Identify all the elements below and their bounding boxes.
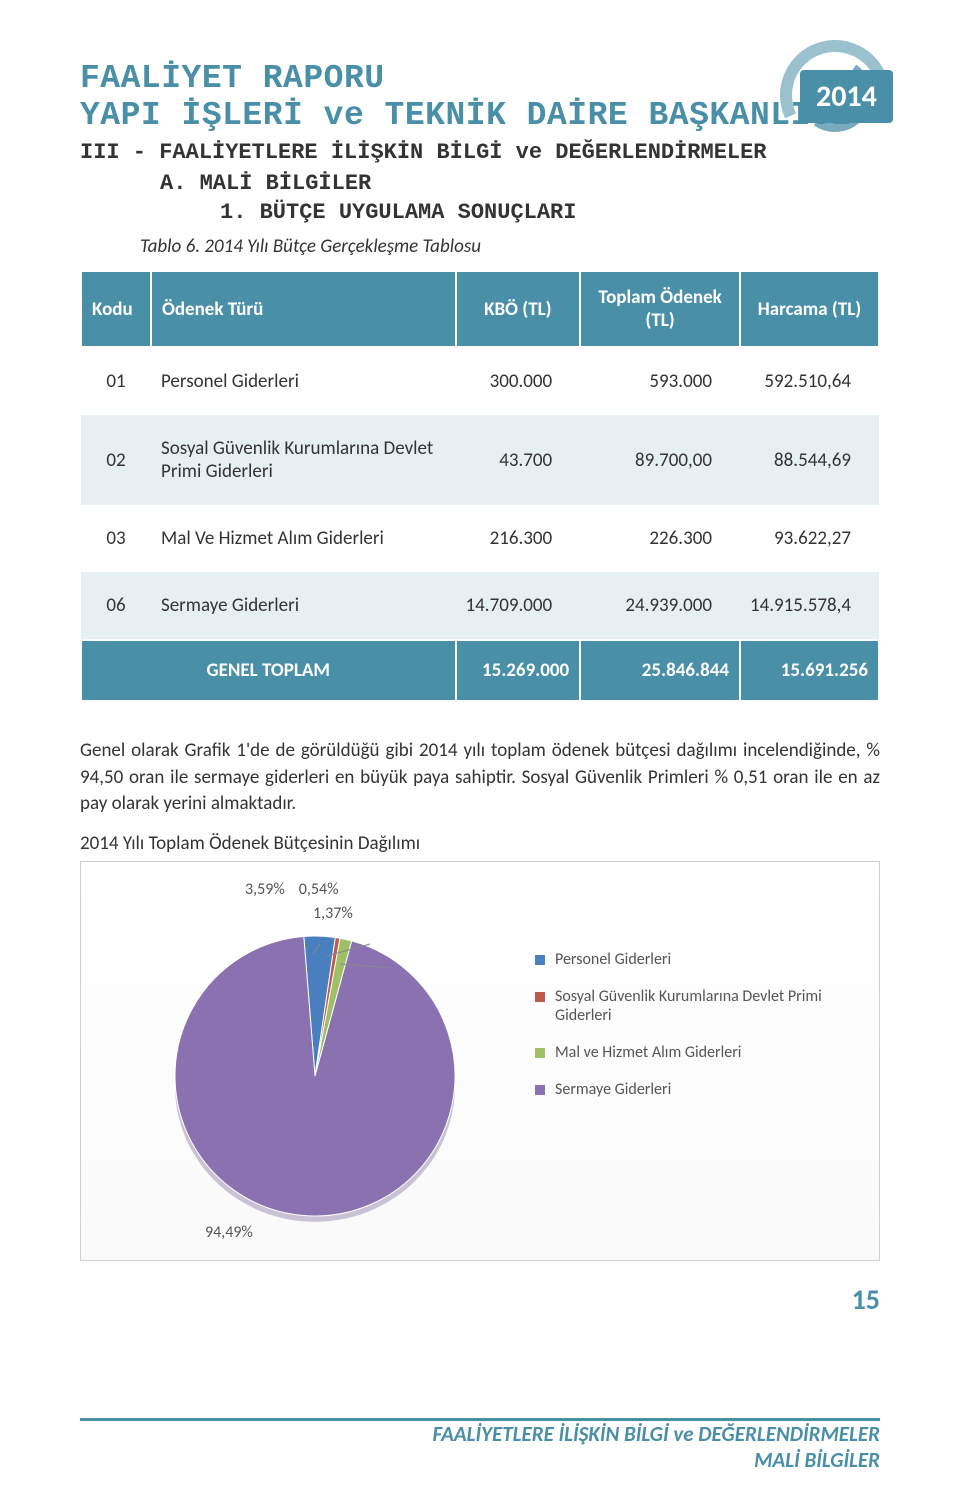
- cell-toplam: 24.939.000: [580, 572, 740, 640]
- col-toplam: Toplam Ödenek (TL): [580, 271, 740, 347]
- col-kodu: Kodu: [81, 271, 151, 347]
- col-kbo: KBÖ (TL): [456, 271, 581, 347]
- legend-item: Personel Giderleri: [535, 950, 865, 969]
- table-header-row: Kodu Ödenek Türü KBÖ (TL) Toplam Ödenek …: [81, 271, 879, 347]
- cell-harcama: 592.510,64: [740, 347, 879, 415]
- table-row: 06Sermaye Giderleri14.709.00024.939.0001…: [81, 572, 879, 640]
- report-title-line2: YAPI İŞLERİ ve TEKNİK DAİRE BAŞKANLIĞI: [80, 97, 880, 134]
- report-title-line1: FAALİYET RAPORU: [80, 60, 880, 97]
- footer-label: GENEL TOPLAM: [81, 640, 456, 701]
- legend-swatch: [535, 1085, 545, 1095]
- pie-label-2: 1,37%: [313, 904, 353, 923]
- cell-toplam: 226.300: [580, 505, 740, 572]
- footer-kbo: 15.269.000: [456, 640, 581, 701]
- pie-label-0: 3,59%: [245, 880, 285, 899]
- footer-line1: FAALİYETLERE İLİŞKİN BİLGİ ve DEĞERLENDİ…: [432, 1421, 880, 1447]
- cell-kbo: 216.300: [456, 505, 581, 572]
- footer-harcama: 15.691.256: [740, 640, 879, 701]
- cell-toplam: 593.000: [580, 347, 740, 415]
- legend-swatch: [535, 1048, 545, 1058]
- table-row: 02Sosyal Güvenlik Kurumlarına Devlet Pri…: [81, 415, 879, 505]
- cell-harcama: 14.915.578,4: [740, 572, 879, 640]
- table-row: 03Mal Ve Hizmet Alım Giderleri216.300226…: [81, 505, 879, 572]
- footer-line2: MALİ BİLGİLER: [432, 1447, 880, 1473]
- footer-toplam: 25.846.844: [580, 640, 740, 701]
- pie-chart: [155, 926, 495, 1246]
- cell-kbo: 300.000: [456, 347, 581, 415]
- cell-name: Mal Ve Hizmet Alım Giderleri: [151, 505, 456, 572]
- subsection-a: A. MALİ BİLGİLER: [160, 171, 880, 196]
- body-paragraph: Genel olarak Grafik 1'de de görüldüğü gi…: [80, 738, 880, 818]
- pie-top-labels: 3,59% 0,54%: [245, 880, 339, 899]
- cell-code: 02: [81, 415, 151, 505]
- col-odenek-turu: Ödenek Türü: [151, 271, 456, 347]
- cell-harcama: 88.544,69: [740, 415, 879, 505]
- cell-code: 03: [81, 505, 151, 572]
- table-footer-row: GENEL TOPLAM 15.269.000 25.846.844 15.69…: [81, 640, 879, 701]
- legend-item: Sermaye Giderleri: [535, 1080, 865, 1099]
- legend-item: Mal ve Hizmet Alım Giderleri: [535, 1043, 865, 1062]
- cell-kbo: 43.700: [456, 415, 581, 505]
- footer-text: FAALİYETLERE İLİŞKİN BİLGİ ve DEĞERLENDİ…: [432, 1421, 880, 1474]
- legend-label: Sermaye Giderleri: [555, 1080, 671, 1099]
- cell-name: Sosyal Güvenlik Kurumlarına Devlet Primi…: [151, 415, 456, 505]
- legend-label: Sosyal Güvenlik Kurumlarına Devlet Primi…: [555, 987, 865, 1025]
- col-harcama: Harcama (TL): [740, 271, 879, 347]
- section-heading: III - FAALİYETLERE İLİŞKİN BİLGİ ve DEĞE…: [80, 140, 880, 165]
- cell-kbo: 14.709.000: [456, 572, 581, 640]
- subsection-1: 1. BÜTÇE UYGULAMA SONUÇLARI: [220, 200, 880, 225]
- chart-legend: Personel Giderleri Sosyal Güvenlik Kuruml…: [515, 880, 865, 1246]
- legend-label: Mal ve Hizmet Alım Giderleri: [555, 1043, 741, 1062]
- pie-label-1: 0,54%: [299, 880, 339, 899]
- page-number: 15: [852, 1282, 880, 1317]
- budget-table: Kodu Ödenek Türü KBÖ (TL) Toplam Ödenek …: [80, 270, 880, 702]
- legend-swatch: [535, 955, 545, 965]
- legend-label: Personel Giderleri: [555, 950, 671, 969]
- pie-label-3: 94,49%: [205, 1223, 253, 1242]
- year-badge: 2014: [780, 40, 890, 150]
- table-caption: Tablo 6. 2014 Yılı Bütçe Gerçekleşme Tab…: [140, 235, 880, 258]
- cell-code: 01: [81, 347, 151, 415]
- legend-swatch: [535, 992, 545, 1002]
- table-row: 01Personel Giderleri300.000593.000592.51…: [81, 347, 879, 415]
- year-text: 2014: [800, 70, 893, 123]
- chart-title: 2014 Yılı Toplam Ödenek Bütçesinin Dağıl…: [80, 832, 880, 855]
- cell-name: Sermaye Giderleri: [151, 572, 456, 640]
- cell-toplam: 89.700,00: [580, 415, 740, 505]
- cell-code: 06: [81, 572, 151, 640]
- legend-item: Sosyal Güvenlik Kurumlarına Devlet Primi…: [535, 987, 865, 1025]
- pie-chart-container: 3,59% 0,54% 1,37% 94,49% Personel Giderl…: [80, 861, 880, 1261]
- cell-harcama: 93.622,27: [740, 505, 879, 572]
- cell-name: Personel Giderleri: [151, 347, 456, 415]
